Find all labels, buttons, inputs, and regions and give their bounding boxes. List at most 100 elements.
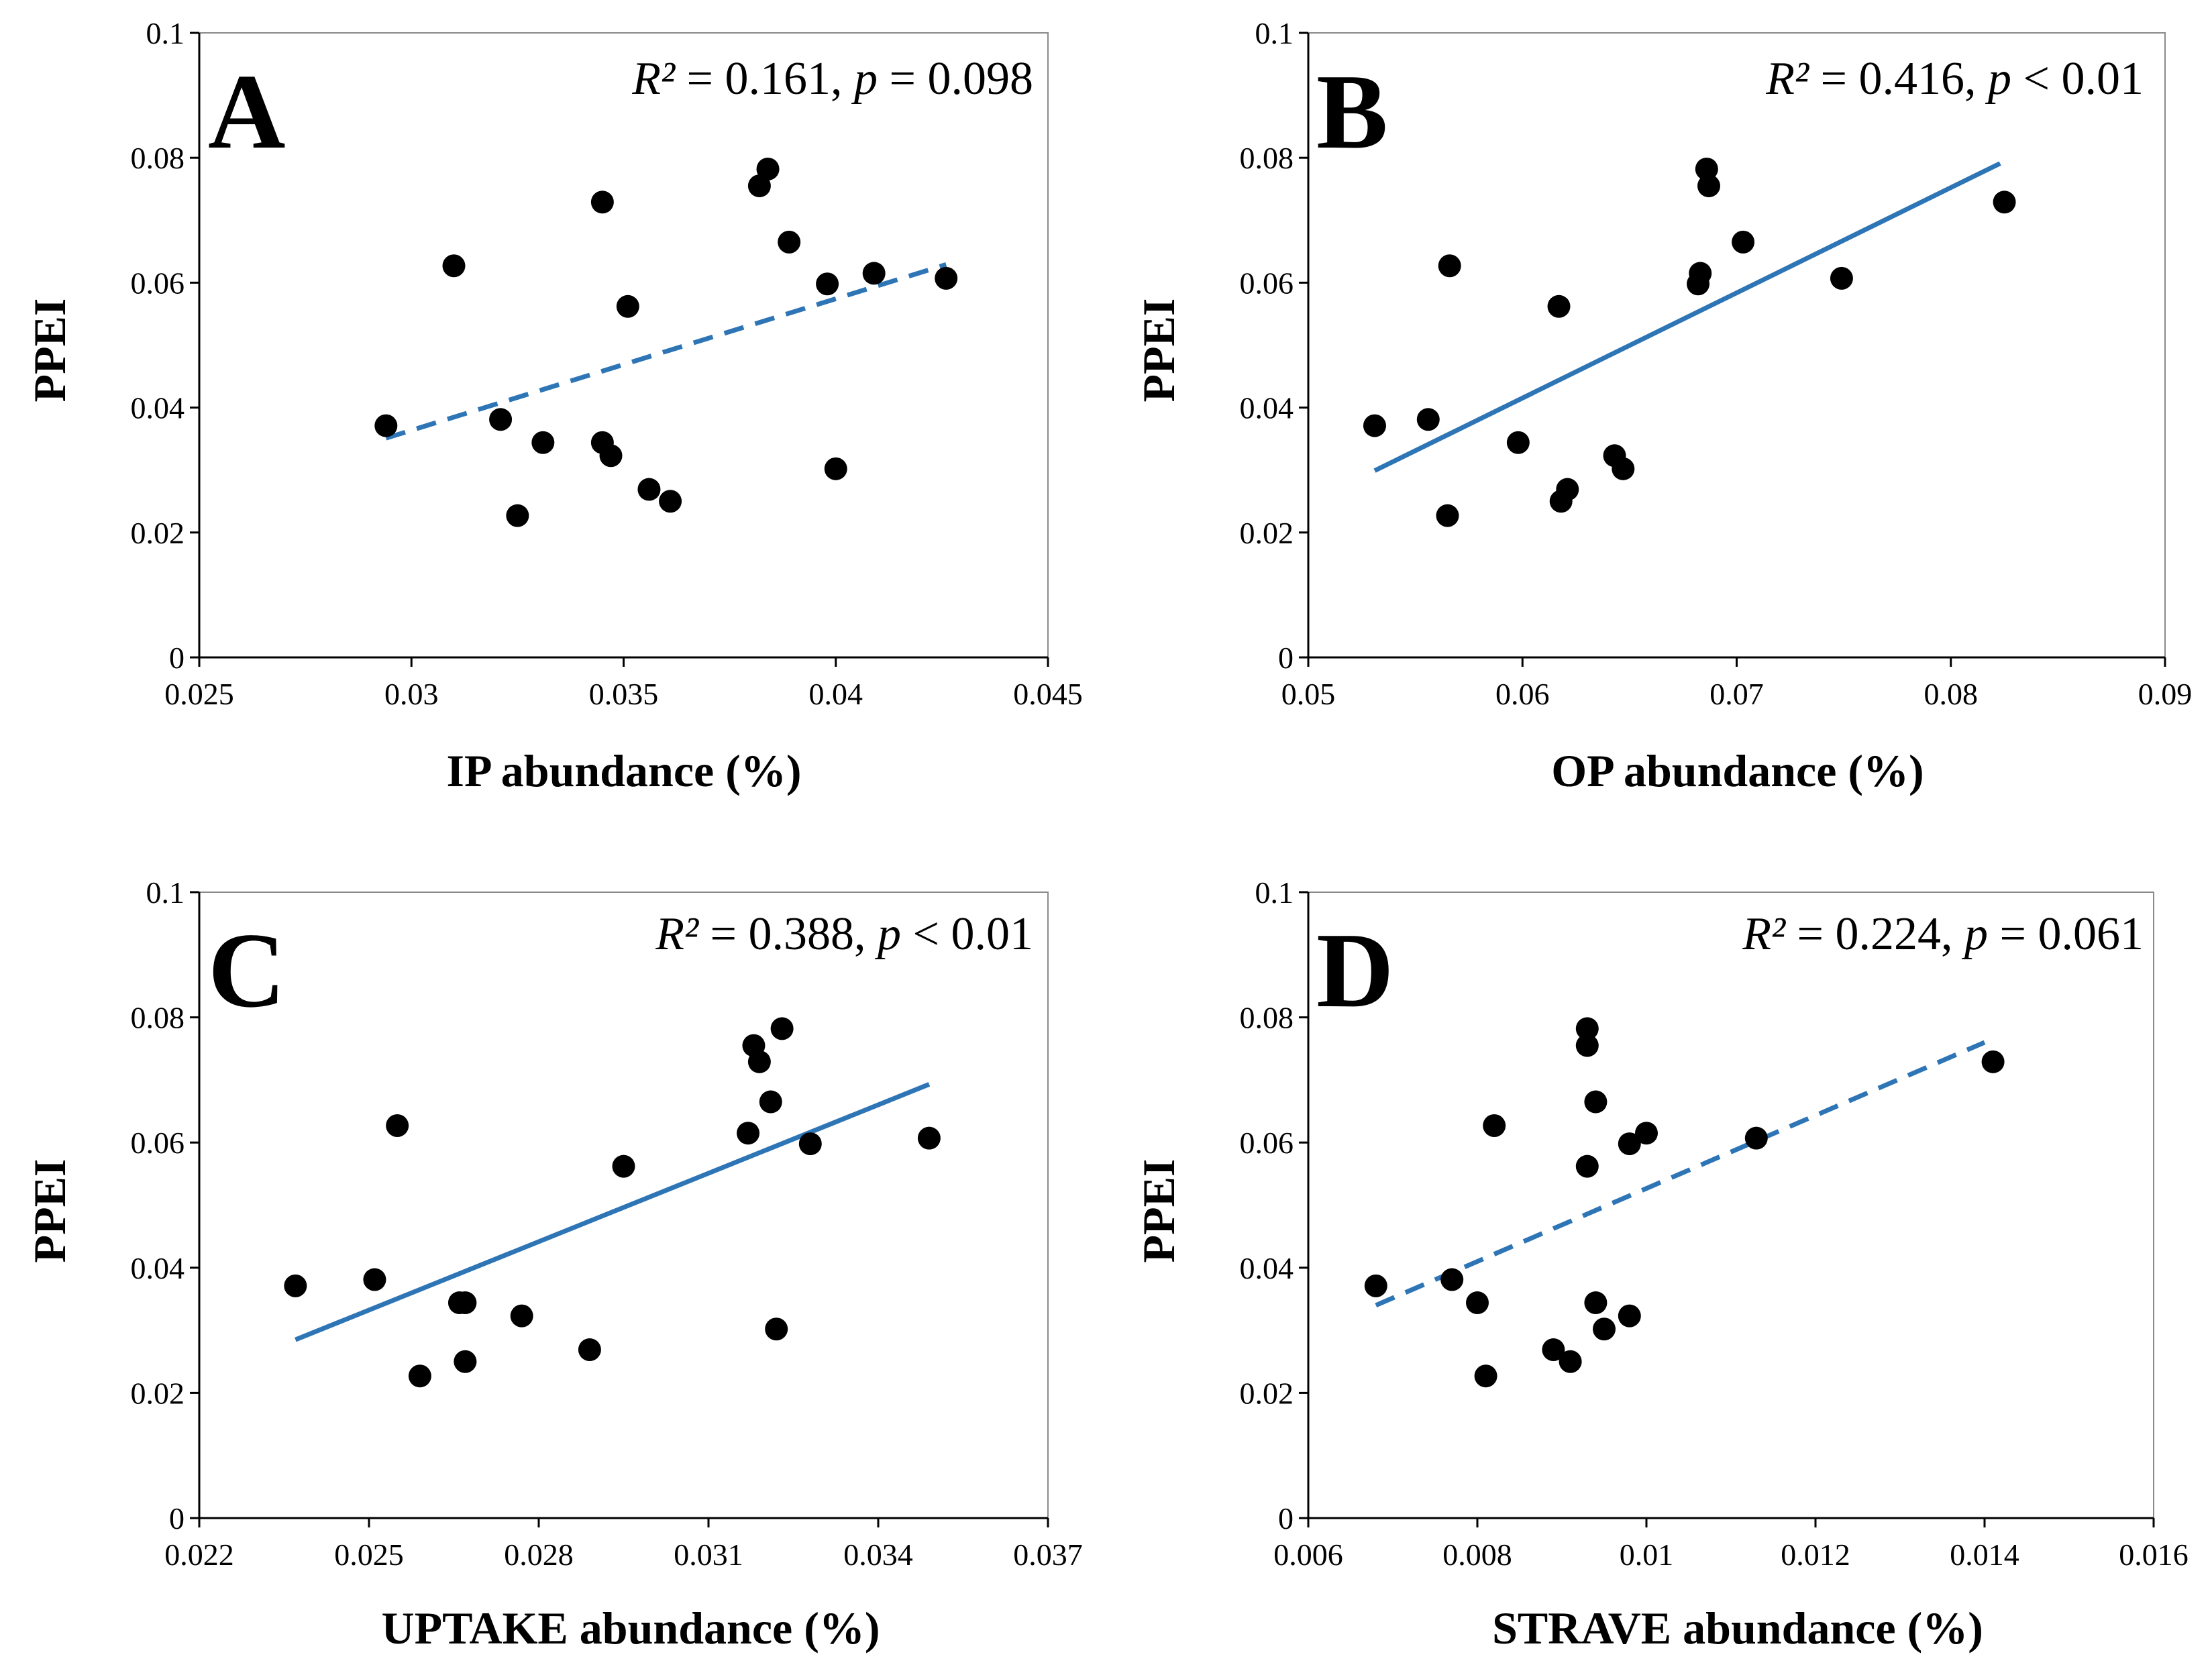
- x-tick-label: 0.014: [1950, 1538, 2019, 1572]
- data-point: [1618, 1132, 1641, 1156]
- data-point: [616, 294, 639, 318]
- data-point: [1440, 1268, 1464, 1291]
- y-tick-label: 0.1: [1255, 16, 1294, 50]
- data-point: [1732, 230, 1755, 254]
- data-point: [386, 1114, 409, 1138]
- data-point: [408, 1364, 431, 1388]
- panel-d: D R² = 0.224, p = 0.061 PPEI STRAVE abun…: [1133, 875, 2189, 1654]
- plot-frame: [1308, 32, 2166, 658]
- x-tick-label: 0.031: [674, 1538, 743, 1572]
- data-point: [590, 191, 614, 214]
- data-point: [765, 1317, 788, 1341]
- data-point: [1993, 191, 2016, 214]
- x-tick-label: 0.03: [384, 677, 439, 711]
- x-tick-label: 0.025: [164, 677, 234, 711]
- data-point: [1584, 1291, 1608, 1315]
- y-tick-label: 0.06: [131, 1126, 185, 1160]
- y-tick-label: 0.1: [146, 16, 185, 50]
- data-point: [747, 1050, 771, 1073]
- data-point: [442, 254, 466, 278]
- data-point: [1483, 1114, 1506, 1138]
- x-tick-label: 0.04: [809, 677, 863, 711]
- data-point: [1364, 1274, 1387, 1297]
- data-point: [510, 1304, 533, 1328]
- r-squared-annotation: R² = 0.388, p < 0.01: [655, 908, 1033, 960]
- plot-frame: [1308, 892, 2154, 1519]
- data-point: [1612, 457, 1635, 480]
- x-tick-label: 0.028: [504, 1538, 574, 1572]
- y-axis-title: PPEI: [24, 1159, 75, 1263]
- data-point: [1466, 1291, 1489, 1315]
- data-point: [917, 1126, 941, 1150]
- y-tick-label: 0: [1278, 641, 1294, 675]
- data-point: [1547, 294, 1571, 318]
- y-tick-label: 0: [169, 1501, 185, 1535]
- r-squared-annotation: R² = 0.416, p < 0.01: [1765, 53, 2144, 105]
- panel-letter: A: [208, 52, 286, 171]
- y-tick-label: 0.08: [1240, 141, 1294, 175]
- data-point: [756, 157, 780, 180]
- y-tick-label: 0.04: [1240, 391, 1294, 425]
- data-point: [1981, 1050, 2005, 1073]
- data-point: [1830, 266, 1853, 290]
- data-point: [935, 266, 958, 290]
- x-tick-label: 0.037: [1013, 1538, 1083, 1572]
- x-tick-label: 0.05: [1281, 677, 1336, 711]
- x-tick-label: 0.025: [334, 1538, 404, 1572]
- data-point: [1689, 262, 1712, 285]
- data-point: [1697, 174, 1720, 198]
- data-point: [747, 174, 771, 198]
- x-axis-title: OP abundance (%): [1551, 745, 1924, 796]
- data-point: [1618, 1304, 1641, 1328]
- panel-letter: D: [1316, 910, 1394, 1030]
- data-point: [454, 1350, 477, 1373]
- y-tick-label: 0.08: [131, 1001, 185, 1035]
- data-point: [1584, 1090, 1608, 1114]
- y-tick-label: 0.08: [131, 141, 185, 175]
- data-point: [489, 408, 513, 431]
- data-point: [824, 457, 847, 480]
- x-axis-title: UPTAKE abundance (%): [381, 1603, 880, 1654]
- data-point: [506, 504, 529, 527]
- data-point: [1593, 1317, 1616, 1341]
- data-point: [759, 1090, 782, 1114]
- trend-line: [385, 262, 947, 441]
- x-tick-label: 0.022: [164, 1538, 234, 1572]
- y-tick-label: 0: [1278, 1501, 1294, 1535]
- y-tick-label: 0.04: [131, 1251, 185, 1285]
- data-point: [1363, 414, 1386, 437]
- data-point: [578, 1338, 601, 1362]
- x-tick-label: 0.045: [1013, 677, 1083, 711]
- r-squared-annotation: R² = 0.224, p = 0.061: [1742, 908, 2144, 960]
- x-tick-label: 0.006: [1273, 1538, 1343, 1572]
- y-tick-label: 0.1: [1255, 875, 1294, 910]
- r-squared-annotation: R² = 0.161, p = 0.098: [631, 53, 1033, 105]
- panel-letter: C: [208, 910, 286, 1030]
- data-point: [770, 1017, 794, 1040]
- trend-line: [1373, 161, 2001, 473]
- data-point: [1436, 504, 1459, 527]
- data-point: [454, 1291, 477, 1315]
- y-tick-label: 0: [169, 641, 185, 675]
- x-tick-label: 0.016: [2119, 1538, 2189, 1572]
- y-tick-label: 0.06: [131, 266, 185, 300]
- data-point: [1575, 1017, 1599, 1040]
- data-point: [1542, 1338, 1565, 1362]
- x-tick-label: 0.07: [1709, 677, 1764, 711]
- data-point: [1635, 1122, 1658, 1145]
- data-point: [599, 444, 623, 468]
- data-point: [1575, 1154, 1599, 1178]
- data-point: [612, 1154, 635, 1178]
- y-axis-title: PPEI: [1133, 1159, 1184, 1263]
- data-point: [1559, 1350, 1582, 1373]
- y-tick-label: 0.06: [1240, 1126, 1294, 1160]
- x-tick-label: 0.012: [1781, 1538, 1850, 1572]
- data-point: [1438, 254, 1461, 278]
- data-point: [637, 478, 661, 501]
- data-point: [1695, 157, 1718, 180]
- data-point: [374, 414, 398, 437]
- panel-letter: B: [1316, 52, 1388, 171]
- x-tick-label: 0.008: [1442, 1538, 1512, 1572]
- data-point: [1474, 1364, 1497, 1388]
